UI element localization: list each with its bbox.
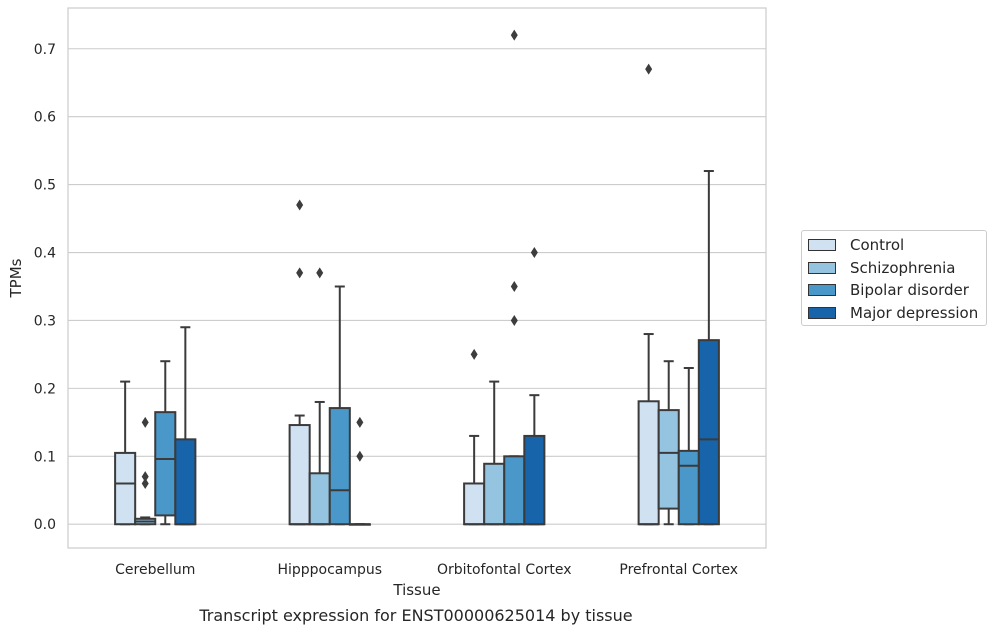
outlier-point [296,267,304,279]
x-axis-ticks: Cerebellum Hipppocampus Orbitofontal Corte… [115,562,738,578]
legend-swatch-major-depression [808,307,836,319]
legend: Control Schizophrenia Bipolar disorder M… [801,230,987,326]
chart-caption: Transcript expression for ENST0000062501… [199,606,633,625]
box-iqr [308,472,331,526]
box-iqr [503,455,526,526]
legend-item-control: Control [808,235,904,255]
outlier-point [316,267,324,279]
box-iqr [657,409,680,510]
box-2-1 [483,380,506,526]
outlier-point [470,348,478,360]
box-iqr [463,482,486,526]
x-tick-label: Cerebellum [115,562,195,578]
legend-item-schizophrenia: Schizophrenia [808,258,955,278]
box-2-2 [503,29,526,526]
y-tick-label: 0.7 [34,42,56,58]
legend-label-schizophrenia: Schizophrenia [850,259,956,277]
outlier-point [141,471,149,483]
outlier-point [141,416,149,428]
legend-item-bipolar-disorder: Bipolar disorder [808,280,969,300]
box-3-0 [637,63,660,526]
box-iqr [523,434,546,526]
box-iqr [677,449,700,526]
legend-label-major-depression: Major depression [850,304,979,322]
x-tick-label: Hipppocampus [277,562,382,578]
box-iqr [288,424,311,526]
x-tick-label: Prefrontal Cortex [619,562,738,578]
y-tick-label: 0.4 [34,246,56,262]
box-iqr [483,462,506,526]
y-tick-label: 0.2 [34,381,56,397]
box-0-1 [134,416,157,526]
box-2-3 [523,247,546,526]
outlier-point [530,247,538,259]
legend-item-major-depression: Major depression [808,303,978,323]
y-tick-label: 0.5 [34,178,56,194]
plot-area-frame [67,7,767,549]
y-tick-label: 0.1 [34,449,56,465]
y-axis-label: TPMs [7,258,25,298]
box-3-3 [697,170,720,526]
box-2-0 [463,348,486,526]
box-iqr [154,411,177,517]
box-1-3 [348,416,371,526]
legend-label-bipolar-disorder: Bipolar disorder [850,281,969,299]
box-1-2 [328,285,351,526]
box-0-3 [174,326,197,526]
box-iqr [114,451,137,526]
legend-swatch-control [808,239,836,251]
outlier-point [510,29,518,41]
box-1-0 [288,199,311,526]
outlier-point [356,450,364,462]
x-axis-label: Tissue [392,581,440,599]
y-tick-label: 0.3 [34,313,56,329]
box-1-1 [308,267,331,526]
outlier-point [510,280,518,292]
outlier-point [510,314,518,326]
outlier-point [645,63,653,75]
box-0-0 [114,380,137,526]
x-tick-label: Orbitofontal Cortex [437,562,572,578]
box-3-2 [677,367,700,526]
y-axis-ticks: 0.0 0.1 0.2 0.3 0.4 0.5 0.6 0.7 [34,42,56,533]
outlier-point [296,199,304,211]
legend-swatch-bipolar-disorder [808,284,836,296]
box-3-1 [657,360,680,526]
box-iqr [697,339,720,526]
y-tick-label: 0.6 [34,110,56,126]
box-0-2 [154,360,177,526]
legend-label-control: Control [850,236,905,254]
outlier-point [356,416,364,428]
y-tick-label: 0.0 [34,517,56,533]
outlier-point [141,477,149,489]
box-iqr [328,407,351,526]
legend-swatch-schizophrenia [808,262,836,274]
boxes [114,29,720,526]
box-iqr [174,438,197,526]
box-iqr [637,400,660,526]
